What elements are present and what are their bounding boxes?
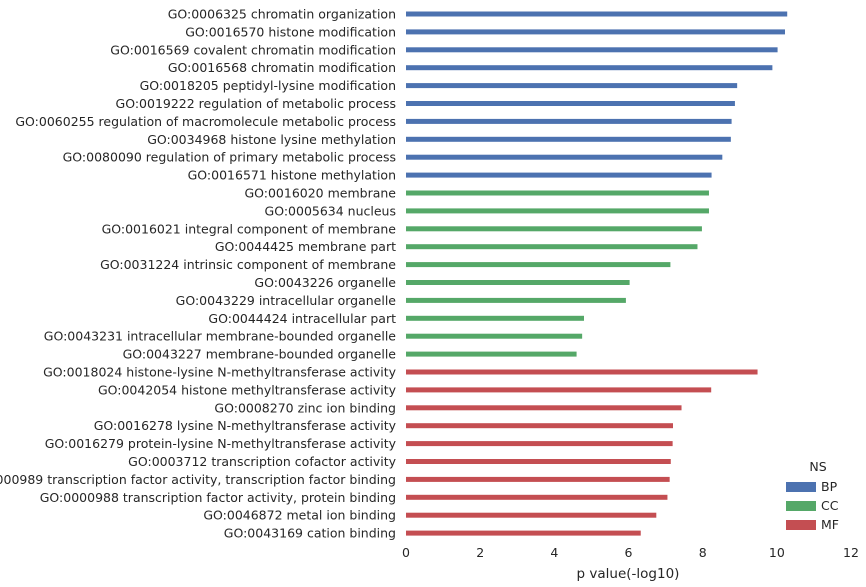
legend-swatch (786, 520, 816, 530)
category-label: GO:0016279 protein-lysine N-methyltransf… (45, 436, 397, 451)
category-label: GO:0008270 zinc ion binding (214, 400, 396, 415)
bar (406, 333, 583, 339)
category-label: GO:0016020 membrane (244, 186, 396, 201)
legend-title: NS (809, 459, 826, 474)
bar (406, 262, 671, 268)
bar (406, 387, 712, 393)
bar (406, 494, 668, 500)
category-label: GO:0034968 histone lysine methylation (147, 132, 396, 147)
category-label: GO:0000988 transcription factor activity… (40, 490, 396, 505)
bar (406, 459, 671, 464)
bar (406, 315, 584, 321)
category-label: GO:0016569 covalent chromatin modificati… (110, 42, 396, 57)
bar (406, 369, 758, 375)
category-label: GO:0016571 histone methylation (188, 168, 396, 183)
bar (406, 65, 773, 71)
category-label: GO:0044424 intracellular part (208, 311, 396, 326)
category-label: GO:0005634 nucleus (265, 203, 396, 218)
legend: NS BP CC MF (786, 459, 839, 532)
bar (406, 83, 738, 89)
category-label: GO:0044425 membrane part (215, 239, 396, 254)
category-label: GO:0019222 regulation of metabolic proce… (116, 96, 396, 111)
category-label: GO:0016570 histone modification (185, 24, 396, 39)
bar (406, 29, 785, 35)
bar (406, 154, 723, 160)
bar (406, 351, 577, 357)
category-label: GO:0042054 histone methyltransferase act… (98, 382, 397, 397)
category-label: GO:0016278 lysine N-methyltransferase ac… (94, 418, 397, 433)
bar (406, 280, 630, 285)
bars (406, 11, 788, 536)
category-label: GO:0018024 histone-lysine N-methyltransf… (43, 365, 396, 380)
legend-swatch (786, 501, 816, 511)
x-tick-label: 6 (625, 545, 633, 560)
bar (406, 47, 778, 53)
category-label: GO:0016568 chromatin modification (168, 60, 396, 75)
bar (406, 476, 670, 482)
category-label: GO:0060255 regulation of macromolecule m… (15, 114, 396, 129)
category-label: GO:0031224 intrinsic component of membra… (100, 257, 396, 272)
bar (406, 118, 732, 124)
x-tick-label: 2 (476, 545, 484, 560)
category-label: GO:0043231 intracellular membrane-bounde… (44, 329, 397, 344)
category-label: GO:0043227 membrane-bounded organelle (123, 347, 397, 362)
x-tick-label: 12 (843, 545, 859, 560)
category-label: GO:0043169 cation binding (224, 526, 396, 541)
category-label: GO:0000989 transcription factor activity… (0, 472, 396, 487)
bar (406, 226, 702, 232)
bar (406, 136, 731, 142)
legend-swatch (786, 482, 816, 492)
bar (406, 101, 735, 106)
bar (406, 172, 712, 178)
bar (406, 512, 657, 518)
legend-label: CC (821, 498, 839, 513)
x-tick-label: 4 (550, 545, 558, 560)
x-tick-label: 10 (769, 545, 785, 560)
bar (406, 441, 673, 447)
legend-label: BP (821, 479, 838, 494)
category-label: GO:0046872 metal ion binding (203, 508, 396, 523)
category-label: GO:0043226 organelle (254, 275, 396, 290)
x-axis-ticks: 0 2 4 6 8 10 12 (402, 545, 859, 560)
category-label: GO:0018205 peptidyl-lysine modification (140, 78, 396, 93)
legend-label: MF (821, 517, 839, 532)
bar (406, 423, 673, 429)
x-tick-label: 0 (402, 545, 410, 560)
bar (406, 530, 641, 536)
category-label: GO:0003712 transcription cofactor activi… (128, 454, 396, 469)
bar (406, 297, 626, 303)
bar (406, 11, 788, 17)
x-tick-label: 8 (699, 545, 707, 560)
category-label: GO:0006325 chromatin organization (168, 7, 396, 22)
category-label: GO:0080090 regulation of primary metabol… (63, 150, 396, 165)
bar (406, 190, 709, 196)
bar (406, 244, 698, 250)
category-label: GO:0043229 intracellular organelle (176, 293, 397, 308)
bar (406, 208, 709, 214)
category-labels: GO:0006325 chromatin organization GO:0016… (0, 7, 397, 541)
category-label: GO:0016021 integral component of membran… (102, 221, 397, 236)
bar (406, 405, 682, 411)
x-axis-title: p value(-log10) (577, 566, 680, 582)
